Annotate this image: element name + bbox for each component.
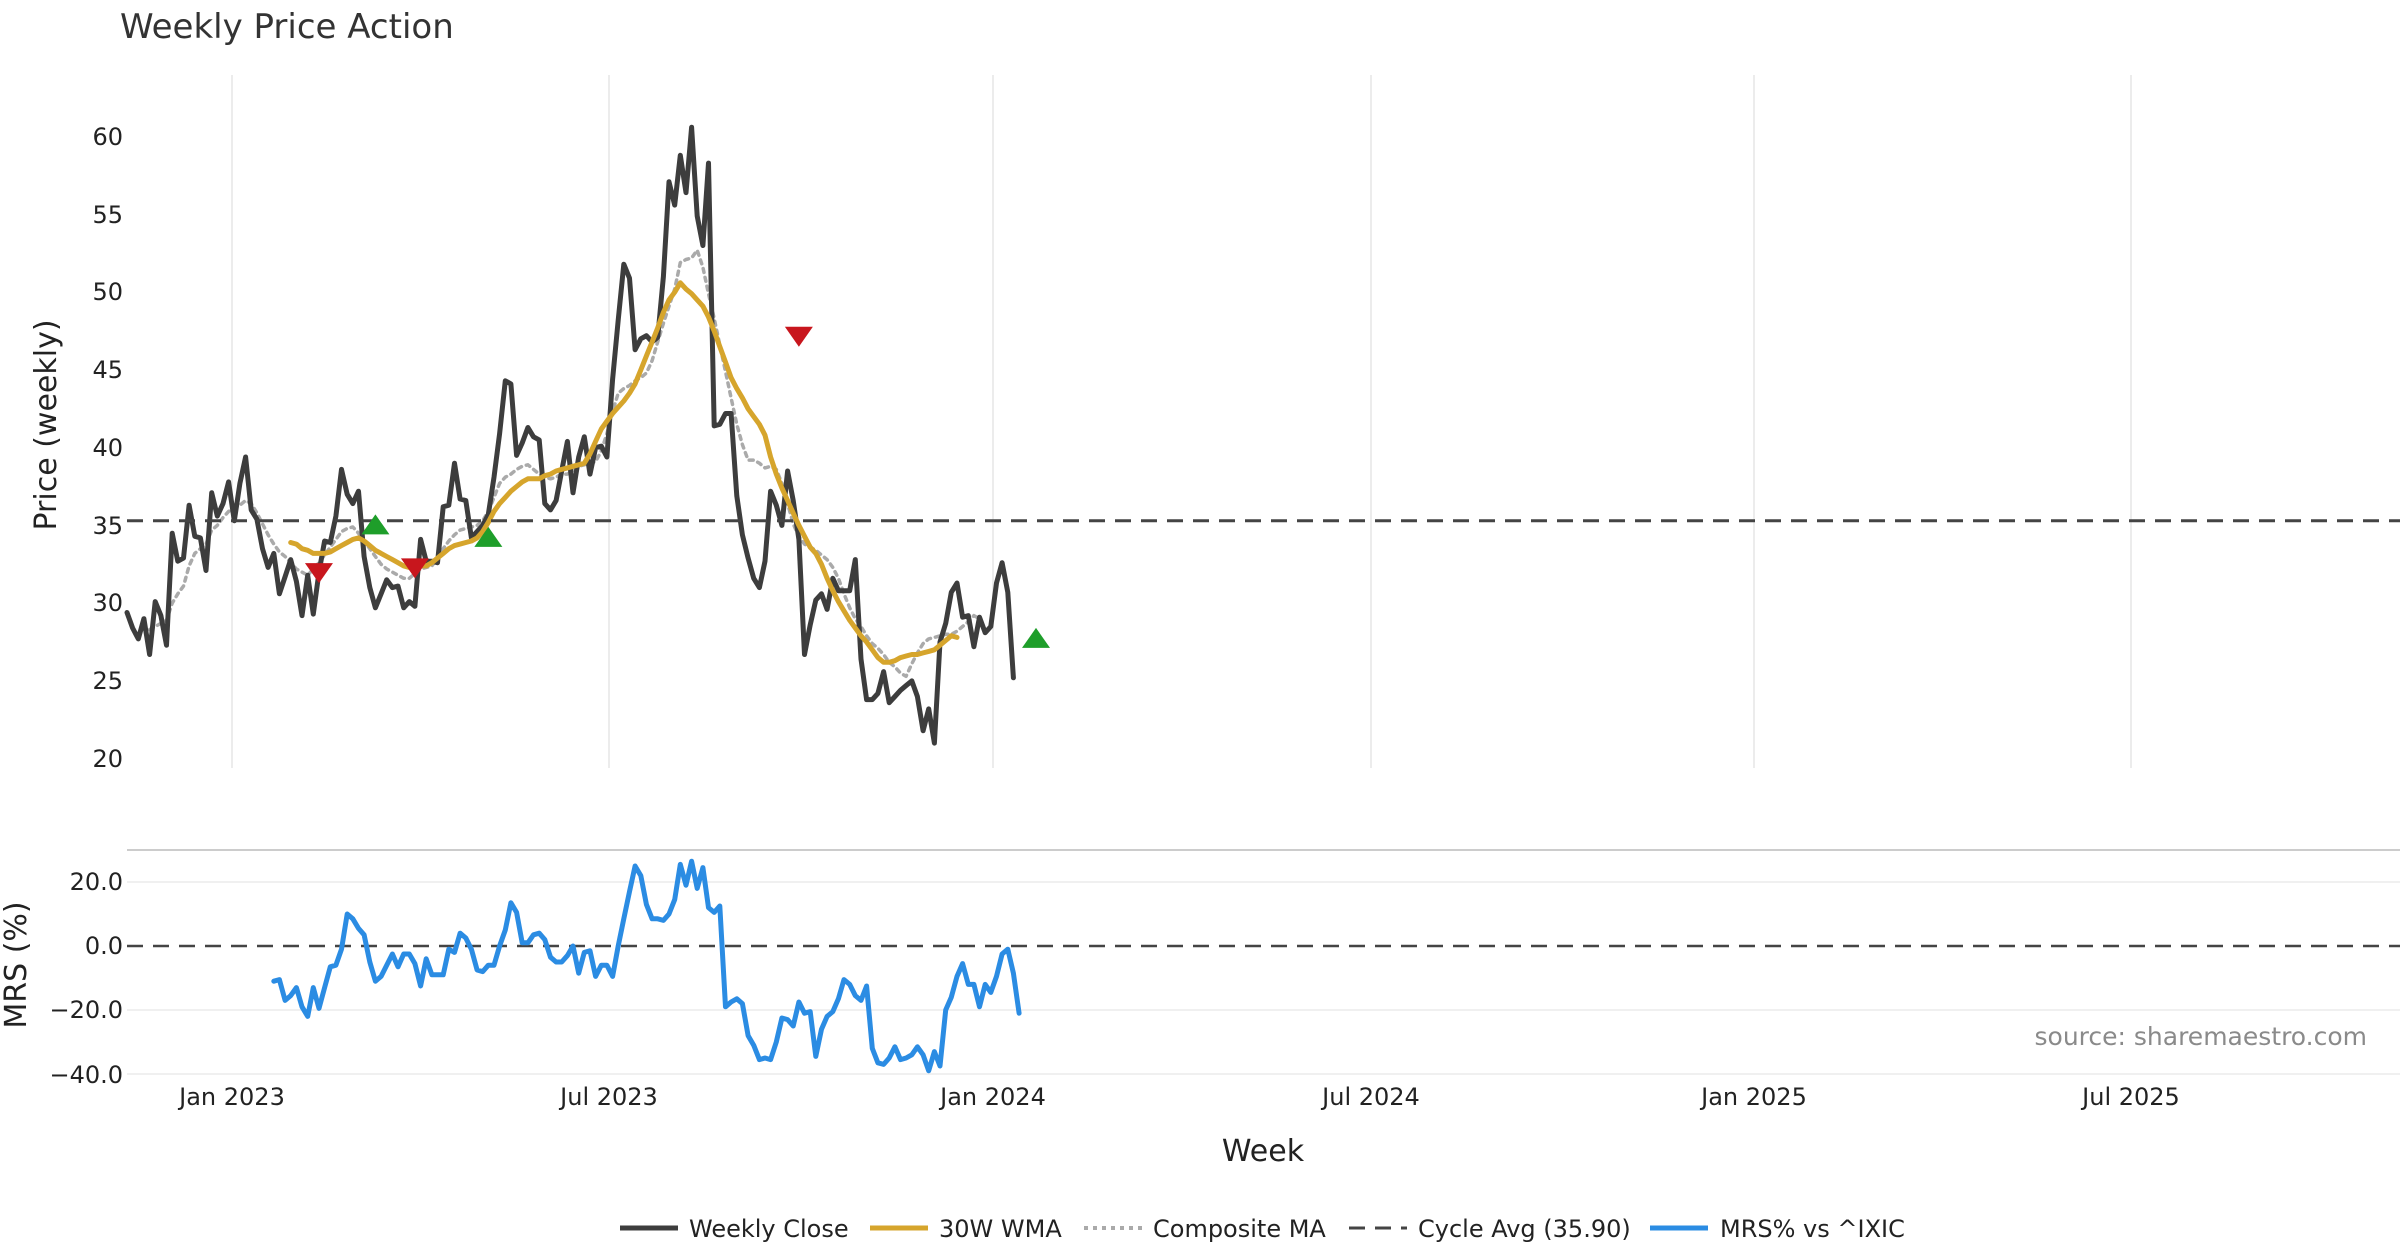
x-tick-jan-2025: Jan 2025	[1699, 1083, 1807, 1111]
legend-item-composite-ma[interactable]: Composite MA	[1084, 1215, 1326, 1243]
price-y-tick-50: 50	[92, 278, 123, 306]
wma-30w-line	[288, 280, 960, 665]
x-axis-ticks: Jan 2023 Jul 2023 Jan 2024 Jul 2024 Jan …	[177, 1083, 2180, 1111]
x-tick-jul-2024: Jul 2024	[1320, 1083, 1420, 1111]
price-y-axis-label: Price (weekly)	[29, 319, 64, 530]
x-tick-jul-2023: Jul 2023	[558, 1083, 658, 1111]
signal-marker-up-5	[1022, 627, 1051, 648]
signal-marker-down-4	[784, 326, 813, 347]
legend-label-composite-ma: Composite MA	[1153, 1215, 1326, 1243]
composite-ma-line	[147, 248, 982, 679]
legend-item-30w-wma[interactable]: 30W WMA	[870, 1215, 1062, 1243]
signal-markers	[304, 326, 1051, 648]
price-series	[124, 124, 2400, 746]
x-axis-label: Week	[1222, 1134, 1305, 1169]
mrs-line	[271, 858, 1022, 1074]
x-tick-jul-2025: Jul 2025	[2080, 1083, 2180, 1111]
legend-label-weekly-close: Weekly Close	[689, 1215, 849, 1243]
signal-marker-up-3	[474, 526, 503, 547]
legend-item-weekly-close[interactable]: Weekly Close	[620, 1215, 849, 1243]
price-y-tick-60: 60	[92, 123, 123, 151]
mrs-y-tick-0: 0.0	[85, 932, 123, 960]
mrs-y-axis-label: MRS (%)	[0, 901, 34, 1028]
price-y-tick-40: 40	[92, 434, 123, 462]
mrs-series	[127, 858, 2400, 1074]
legend-item-mrs[interactable]: MRS% vs ^IXIC	[1650, 1215, 1905, 1243]
chart-title: Weekly Price Action	[120, 7, 454, 47]
signal-marker-down-2	[400, 558, 429, 579]
x-tick-jan-2024: Jan 2024	[938, 1083, 1046, 1111]
mrs-y-tick-20: 20.0	[70, 868, 123, 896]
price-y-tick-30: 30	[92, 589, 123, 617]
signal-marker-down-0	[304, 563, 333, 584]
price-y-tick-45: 45	[92, 356, 123, 384]
mrs-y-ticks: 20.0 0.0 −40.0 −20.0	[49, 868, 123, 1089]
price-y-tick-35: 35	[92, 512, 123, 540]
mrs-y-tick-minus-20: −20.0	[49, 996, 123, 1024]
price-y-tick-55: 55	[92, 201, 123, 229]
legend-label-30w-wma: 30W WMA	[939, 1215, 1062, 1243]
source-note: source: sharemaestro.com	[2035, 1022, 2368, 1051]
x-tick-jan-2023: Jan 2023	[177, 1083, 285, 1111]
legend-label-cycle-avg: Cycle Avg (35.90)	[1418, 1215, 1631, 1243]
signal-marker-up-1	[361, 514, 390, 535]
price-y-ticks: 20 25 30 35 40 45 50 55 60	[92, 123, 123, 773]
legend-label-mrs: MRS% vs ^IXIC	[1720, 1215, 1905, 1243]
legend-item-cycle-avg[interactable]: Cycle Avg (35.90)	[1349, 1215, 1631, 1243]
vertical-gridlines	[231, 75, 2132, 768]
mrs-horizontal-gridlines	[127, 881, 2400, 1075]
legend: Weekly Close 30W WMA Composite MA Cycle …	[620, 1215, 1905, 1243]
price-y-tick-25: 25	[92, 667, 123, 695]
mrs-y-tick-minus-40: −40.0	[49, 1061, 123, 1089]
price-y-tick-20: 20	[92, 745, 123, 773]
